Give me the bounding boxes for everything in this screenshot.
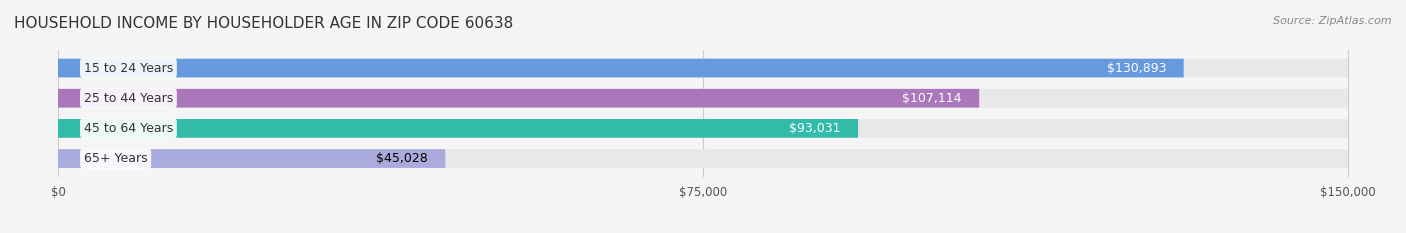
Text: $93,031: $93,031	[789, 122, 841, 135]
FancyBboxPatch shape	[58, 119, 858, 138]
FancyBboxPatch shape	[58, 149, 446, 168]
Text: $45,028: $45,028	[377, 152, 427, 165]
FancyBboxPatch shape	[58, 89, 1348, 108]
Text: $130,893: $130,893	[1107, 62, 1167, 75]
Text: HOUSEHOLD INCOME BY HOUSEHOLDER AGE IN ZIP CODE 60638: HOUSEHOLD INCOME BY HOUSEHOLDER AGE IN Z…	[14, 16, 513, 31]
FancyBboxPatch shape	[58, 149, 1348, 168]
Text: 15 to 24 Years: 15 to 24 Years	[84, 62, 173, 75]
FancyBboxPatch shape	[58, 119, 1348, 138]
FancyBboxPatch shape	[58, 89, 979, 108]
Text: $107,114: $107,114	[903, 92, 962, 105]
FancyBboxPatch shape	[58, 59, 1348, 77]
Text: 45 to 64 Years: 45 to 64 Years	[84, 122, 173, 135]
Text: Source: ZipAtlas.com: Source: ZipAtlas.com	[1274, 16, 1392, 26]
FancyBboxPatch shape	[58, 59, 1184, 77]
Text: 65+ Years: 65+ Years	[84, 152, 148, 165]
Text: 25 to 44 Years: 25 to 44 Years	[84, 92, 173, 105]
